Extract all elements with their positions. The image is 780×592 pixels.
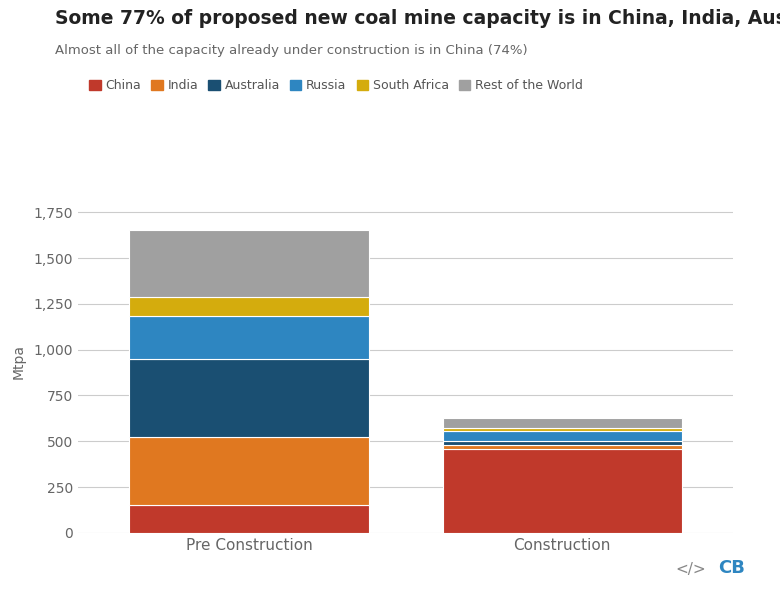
Bar xyxy=(442,419,682,429)
Bar xyxy=(442,431,682,441)
Y-axis label: Mtpa: Mtpa xyxy=(11,343,25,379)
Bar xyxy=(442,429,682,431)
Bar xyxy=(442,445,682,449)
Bar xyxy=(442,449,682,533)
Bar xyxy=(442,441,682,445)
Legend: China, India, Australia, Russia, South Africa, Rest of the World: China, India, Australia, Russia, South A… xyxy=(84,75,588,97)
Text: CB: CB xyxy=(718,559,745,577)
Bar xyxy=(129,437,369,506)
Bar xyxy=(129,506,369,533)
Text: Almost all of the capacity already under construction is in China (74%): Almost all of the capacity already under… xyxy=(55,44,527,57)
Text: Some 77% of proposed new coal mine capacity is in China, India, Australia and Ru: Some 77% of proposed new coal mine capac… xyxy=(55,9,780,28)
Bar xyxy=(129,316,369,359)
Bar xyxy=(129,298,369,316)
Text: </>: </> xyxy=(675,562,706,577)
Bar xyxy=(129,230,369,298)
Bar xyxy=(129,359,369,437)
